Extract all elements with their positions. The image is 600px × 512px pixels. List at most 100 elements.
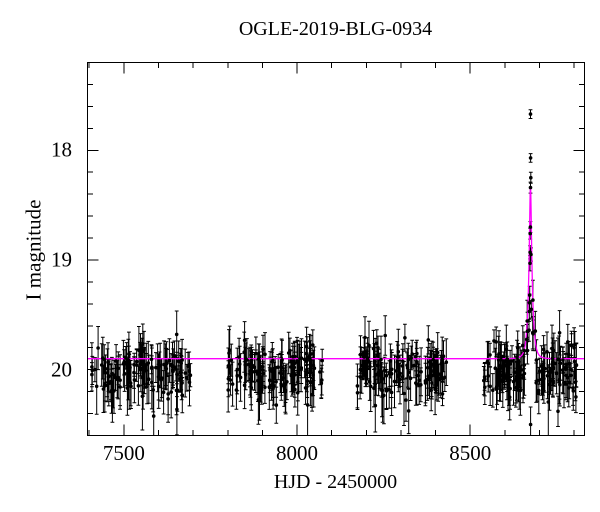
error-bars — [90, 109, 579, 436]
axis-ticks — [87, 62, 585, 436]
data-point — [499, 366, 504, 370]
data-point — [521, 376, 525, 380]
data-point — [276, 365, 281, 370]
data-point — [497, 382, 502, 387]
data-point — [166, 392, 170, 396]
data-point — [106, 375, 111, 379]
x-axis-label: HJD - 2450000 — [273, 471, 398, 493]
data-point — [268, 367, 273, 372]
data-point — [499, 355, 504, 359]
data-point — [519, 368, 524, 372]
data-point — [365, 356, 370, 361]
data-point — [237, 355, 241, 359]
data-point — [537, 391, 541, 396]
data-point — [512, 370, 517, 375]
data-point — [572, 345, 576, 350]
data-point — [429, 369, 434, 373]
data-point — [431, 363, 436, 367]
data-point — [394, 369, 399, 373]
data-point — [414, 354, 418, 359]
data-point — [299, 367, 303, 372]
data-point — [248, 377, 253, 381]
data-point — [134, 359, 139, 364]
data-point — [528, 231, 532, 236]
data-point — [144, 363, 149, 367]
data-point — [438, 372, 443, 377]
data-point — [531, 298, 535, 302]
x-tick-label: 8500 — [449, 441, 492, 465]
data-point — [165, 361, 169, 365]
data-point — [355, 384, 360, 388]
data-point — [171, 365, 175, 369]
data-point — [150, 380, 154, 385]
data-point — [291, 368, 295, 373]
data-point — [254, 351, 258, 356]
data-point — [305, 370, 310, 375]
data-point — [503, 359, 507, 364]
data-point — [524, 337, 529, 342]
data-point — [118, 385, 122, 389]
data-point — [174, 332, 179, 337]
data-point — [427, 376, 432, 380]
data-point — [312, 366, 317, 371]
data-point — [550, 346, 554, 351]
data-point — [548, 379, 553, 383]
data-point — [249, 385, 254, 390]
data-point — [528, 225, 533, 229]
data-point — [508, 378, 512, 382]
data-point — [440, 357, 445, 362]
data-point — [169, 362, 173, 367]
data-point — [187, 380, 192, 385]
data-point — [415, 351, 419, 356]
data-point — [308, 366, 313, 370]
data-point — [288, 348, 292, 353]
data-point — [506, 384, 510, 388]
data-point — [426, 338, 431, 342]
data-point — [564, 382, 568, 386]
data-point — [396, 349, 401, 354]
data-point — [280, 365, 284, 370]
data-point — [412, 363, 416, 368]
data-point — [516, 359, 521, 363]
data-point — [364, 363, 369, 367]
data-point — [243, 363, 247, 367]
data-point — [159, 378, 164, 382]
data-point — [525, 348, 530, 353]
data-point — [90, 365, 94, 369]
data-point — [250, 363, 255, 368]
data-point — [140, 349, 144, 354]
data-point — [507, 395, 512, 400]
data-point — [496, 358, 501, 362]
data-point — [433, 387, 437, 392]
data-point — [178, 370, 182, 375]
data-point — [571, 389, 576, 393]
data-point — [237, 362, 242, 366]
data-point — [528, 112, 533, 116]
data-point — [298, 356, 302, 361]
data-point — [406, 357, 411, 362]
data-point — [384, 387, 389, 391]
data-point — [543, 366, 547, 371]
x-tick-label: 8000 — [276, 441, 319, 465]
data-point — [396, 374, 401, 379]
data-point — [382, 368, 387, 373]
data-point — [556, 357, 560, 362]
data-point — [550, 356, 555, 361]
data-point — [546, 400, 551, 404]
data-point — [261, 371, 266, 376]
data-point — [179, 373, 183, 378]
data-point — [558, 382, 562, 387]
data-point — [90, 372, 94, 377]
data-point — [573, 342, 577, 347]
data-point — [518, 388, 523, 393]
data-point — [431, 357, 436, 362]
data-point — [435, 350, 440, 355]
data-point — [521, 343, 525, 348]
data-point — [122, 371, 127, 376]
data-point — [372, 361, 377, 366]
data-point — [157, 364, 162, 368]
data-point — [400, 364, 405, 368]
data-point — [245, 358, 249, 362]
data-point — [290, 374, 294, 378]
